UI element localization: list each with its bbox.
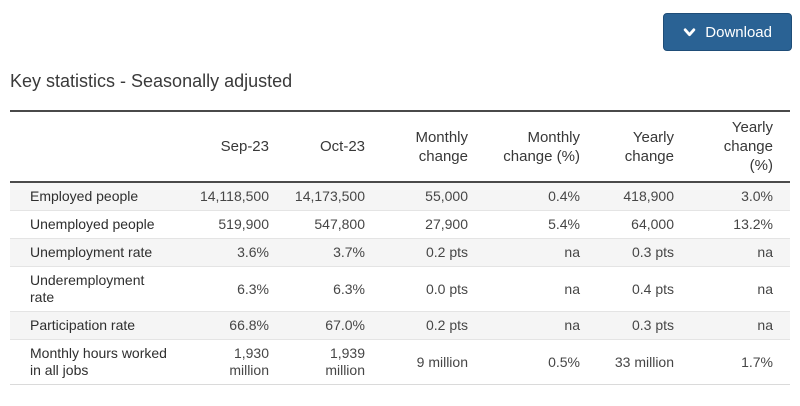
cell-monthly-change-pct: na <box>485 311 597 340</box>
page-title: Key statistics - Seasonally adjusted <box>10 71 293 91</box>
cell-oct-23: 1,939 million <box>286 339 382 385</box>
cell-sep-23: 66.8% <box>190 311 286 340</box>
cell-monthly-change: 0.0 pts <box>382 266 485 312</box>
row-label: Unemployment rate <box>10 238 190 267</box>
cell-sep-23: 14,118,500 <box>199 188 269 204</box>
cell-yearly-change-pct: na <box>691 311 790 340</box>
table-row-unemployment-rate: Unemployment rate 3.6% 3.7% 0.2 pts na 0… <box>10 238 790 267</box>
row-label: Monthly hours worked in all jobs <box>10 339 190 385</box>
column-header-monthly-change-pct: Monthly change (%) <box>485 111 597 183</box>
cell-monthly-change: 55,000 <box>425 188 468 204</box>
header-row: Sep-23 Oct-23 Monthly change Monthly cha… <box>10 111 790 183</box>
cell-yearly-change: 33 million <box>597 339 691 385</box>
cell-yearly-change: 418,900 <box>623 188 674 204</box>
table-header: Sep-23 Oct-23 Monthly change Monthly cha… <box>10 111 790 183</box>
row-label: Participation rate <box>10 311 190 340</box>
cell-monthly-change-pct: 5.4% <box>485 210 597 239</box>
cell-monthly-change: 27,900 <box>382 210 485 239</box>
cell-yearly-change: 64,000 <box>597 210 691 239</box>
cell-monthly-change: 9 million <box>382 339 485 385</box>
row-label: Employed people <box>30 188 139 204</box>
column-header-sep-23: Sep-23 <box>190 111 286 183</box>
cell-oct-23: 6.3% <box>286 266 382 312</box>
cell-oct-23: 3.7% <box>286 238 382 267</box>
column-header-oct-23: Oct-23 <box>286 111 382 183</box>
cell-yearly-change: 0.3 pts <box>597 311 691 340</box>
chevron-down-icon <box>683 26 696 39</box>
cell-monthly-change: 0.2 pts <box>382 238 485 267</box>
row-label: Unemployed people <box>10 210 190 239</box>
cell-sep-23: 6.3% <box>190 266 286 312</box>
cell-monthly-change: 0.2 pts <box>382 311 485 340</box>
cell-monthly-change-pct: 0.5% <box>485 339 597 385</box>
column-header-blank <box>10 111 190 183</box>
cell-yearly-change: 0.3 pts <box>597 238 691 267</box>
cell-oct-23: 547,800 <box>286 210 382 239</box>
cell-sep-23: 1,930 million <box>190 339 286 385</box>
cell-yearly-change-pct: na <box>691 238 790 267</box>
cell-sep-23: 519,900 <box>190 210 286 239</box>
cell-yearly-change: 0.4 pts <box>597 266 691 312</box>
table-row-participation-rate: Participation rate 66.8% 67.0% 0.2 pts n… <box>10 311 790 340</box>
cell-yearly-change-pct: na <box>691 266 790 312</box>
cell-oct-23: 14,173,500 <box>294 188 365 204</box>
key-statistics-table: Sep-23 Oct-23 Monthly change Monthly cha… <box>10 110 790 385</box>
table-body: Employed people 14,118,500 14,173,500 55… <box>10 182 790 385</box>
column-header-yearly-change-pct: Yearly change (%) <box>691 111 790 183</box>
cell-monthly-change-pct: na <box>485 238 597 267</box>
table-row-underemployment-rate: Underemployment rate 6.3% 6.3% 0.0 pts n… <box>10 266 790 312</box>
cell-monthly-change-pct: na <box>485 266 597 312</box>
row-label: Underemployment rate <box>10 266 190 312</box>
table-row-monthly-hours-worked: Monthly hours worked in all jobs 1,930 m… <box>10 339 790 385</box>
download-button[interactable]: Download <box>663 13 792 51</box>
table-row-unemployed-people: Unemployed people 519,900 547,800 27,900… <box>10 210 790 239</box>
table-row-employed-people: Employed people 14,118,500 14,173,500 55… <box>10 182 790 211</box>
cell-oct-23: 67.0% <box>286 311 382 340</box>
download-button-label: Download <box>705 23 772 41</box>
column-header-monthly-change: Monthly change <box>382 111 485 183</box>
cell-monthly-change-pct: 0.4% <box>548 188 580 204</box>
cell-yearly-change-pct: 13.2% <box>691 210 790 239</box>
cell-sep-23: 3.6% <box>190 238 286 267</box>
column-header-yearly-change: Yearly change <box>597 111 691 183</box>
cell-yearly-change-pct: 1.7% <box>691 339 790 385</box>
cell-yearly-change-pct: 3.0% <box>741 188 773 204</box>
